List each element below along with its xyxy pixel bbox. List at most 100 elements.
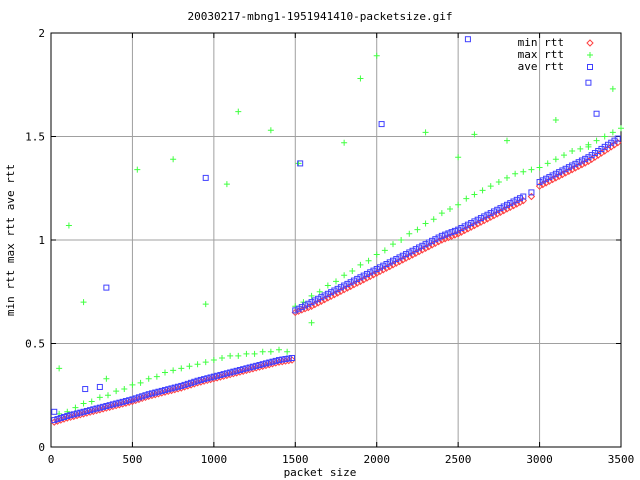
data-point bbox=[461, 223, 468, 230]
data-point bbox=[381, 247, 388, 254]
data-point bbox=[227, 352, 234, 359]
data-point bbox=[370, 267, 377, 274]
legend-label-min-rtt: min rtt bbox=[518, 36, 564, 49]
data-point bbox=[390, 257, 396, 264]
data-point bbox=[444, 233, 453, 242]
data-point bbox=[520, 168, 527, 175]
data-point bbox=[57, 415, 64, 422]
data-point bbox=[487, 213, 495, 221]
data-point bbox=[577, 145, 584, 152]
data-point bbox=[471, 218, 478, 225]
data-point bbox=[406, 249, 413, 256]
data-point bbox=[614, 139, 622, 147]
data-point bbox=[202, 359, 209, 366]
outlier-point bbox=[297, 160, 304, 167]
legend: min rtt max rtt ave rtt bbox=[518, 36, 594, 73]
data-point bbox=[61, 413, 68, 420]
data-point bbox=[132, 395, 139, 402]
outlier-point bbox=[134, 166, 141, 173]
legend-marker bbox=[586, 39, 594, 47]
data-point bbox=[561, 152, 567, 159]
x-tick-label: 500 bbox=[122, 453, 142, 466]
data-point bbox=[451, 231, 459, 239]
x-tick-label: 3000 bbox=[526, 453, 553, 466]
data-point bbox=[480, 216, 488, 225]
data-point bbox=[516, 198, 524, 207]
chart-title: 20030217-mbng1-1951941410-packetsize.gif bbox=[188, 10, 453, 23]
data-point bbox=[54, 416, 61, 423]
data-point bbox=[425, 242, 433, 251]
data-point bbox=[457, 228, 466, 236]
data-point bbox=[496, 208, 505, 216]
data-point bbox=[467, 223, 475, 231]
data-point bbox=[354, 275, 361, 282]
data-point bbox=[121, 386, 128, 393]
data-point bbox=[441, 235, 449, 243]
data-point bbox=[360, 272, 367, 279]
outlier-point bbox=[80, 299, 87, 306]
outlier-point bbox=[455, 154, 462, 161]
outlier-point bbox=[202, 301, 209, 308]
data-point bbox=[386, 262, 394, 271]
data-point bbox=[321, 292, 328, 299]
legend-label-ave-rtt: ave rtt bbox=[518, 60, 564, 73]
data-point bbox=[376, 264, 383, 271]
data-point bbox=[305, 300, 312, 307]
data-point bbox=[578, 160, 586, 169]
data-point bbox=[418, 246, 427, 254]
data-point bbox=[412, 249, 420, 257]
data-point bbox=[259, 348, 266, 355]
data-point bbox=[207, 374, 214, 381]
outlier-point bbox=[341, 139, 348, 146]
data-point bbox=[307, 302, 316, 310]
data-point bbox=[282, 356, 289, 363]
data-point bbox=[343, 284, 352, 292]
data-point bbox=[445, 230, 452, 237]
data-point bbox=[324, 282, 331, 289]
data-point bbox=[493, 210, 501, 218]
data-point bbox=[490, 211, 498, 220]
data-point bbox=[552, 174, 560, 182]
data-point bbox=[51, 417, 58, 424]
series-ave-rtt bbox=[51, 36, 621, 424]
data-point bbox=[152, 389, 159, 396]
data-point bbox=[330, 290, 339, 299]
data-point bbox=[67, 412, 74, 419]
data-point bbox=[251, 350, 258, 357]
data-point bbox=[458, 224, 465, 231]
outlier-point bbox=[378, 121, 385, 128]
data-point bbox=[259, 361, 266, 368]
outlier-point bbox=[96, 383, 103, 390]
data-point bbox=[88, 398, 95, 405]
data-point bbox=[429, 237, 436, 244]
data-point bbox=[256, 362, 263, 369]
data-point bbox=[552, 170, 559, 177]
data-point bbox=[399, 256, 407, 264]
data-point bbox=[545, 177, 554, 185]
data-point bbox=[571, 164, 580, 172]
data-point bbox=[219, 354, 225, 361]
data-point bbox=[311, 300, 319, 309]
data-point bbox=[539, 180, 547, 189]
data-point bbox=[542, 179, 550, 187]
outlier-point bbox=[82, 386, 89, 393]
data-point bbox=[324, 290, 331, 297]
data-point bbox=[357, 274, 364, 281]
data-point bbox=[402, 254, 410, 262]
data-point bbox=[428, 241, 436, 249]
data-point bbox=[289, 354, 296, 361]
data-point bbox=[349, 268, 356, 275]
data-point bbox=[171, 384, 178, 391]
data-point bbox=[396, 254, 403, 261]
data-point bbox=[233, 367, 240, 374]
data-point bbox=[223, 370, 230, 377]
outlier-point bbox=[267, 127, 274, 134]
data-point bbox=[487, 183, 494, 190]
data-point bbox=[298, 304, 305, 311]
data-point bbox=[162, 387, 168, 394]
data-point bbox=[87, 407, 94, 414]
data-point bbox=[593, 137, 600, 144]
data-point bbox=[243, 365, 250, 372]
data-point bbox=[470, 221, 479, 230]
legend-label-max-rtt: max rtt bbox=[518, 48, 564, 61]
